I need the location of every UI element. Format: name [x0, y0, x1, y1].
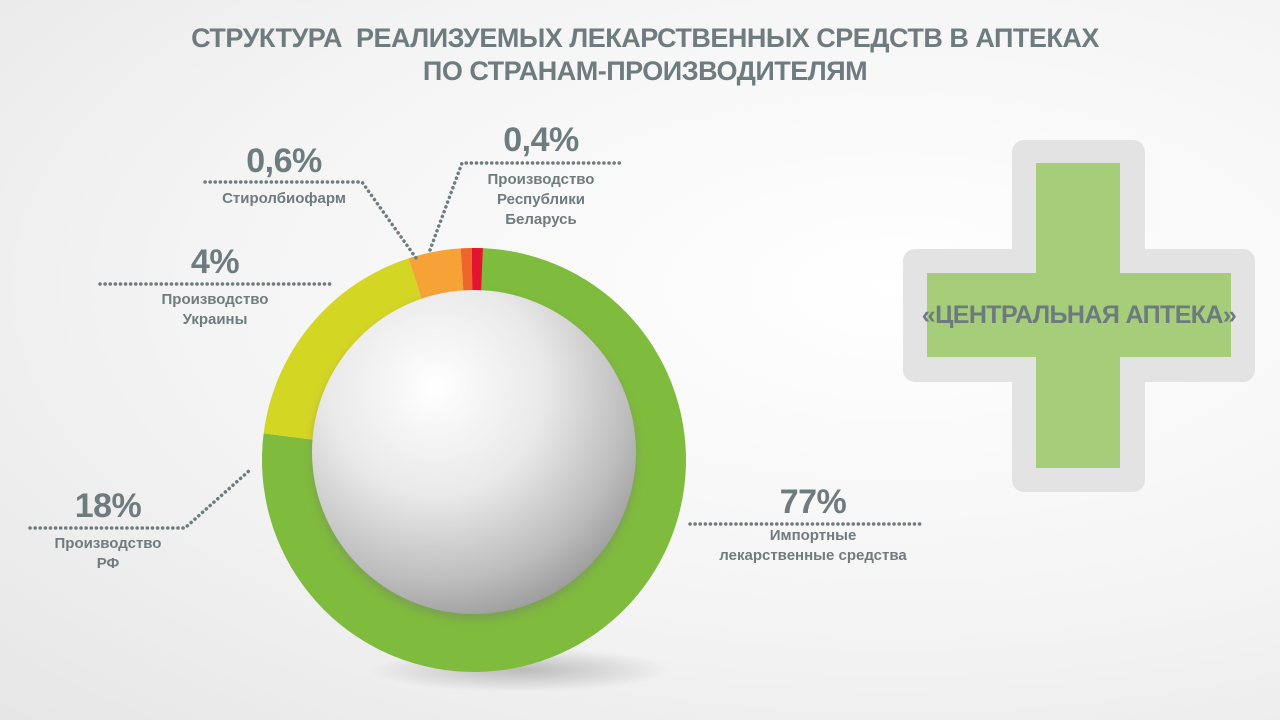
label-stirol: 0,6% Стиролбиофарм: [200, 143, 368, 209]
value-label-ukraine: 4%: [190, 243, 240, 281]
leader-stirol: [203, 180, 418, 260]
leader-belarus: [428, 161, 622, 252]
caption-import-line-2: лекарственные средства: [719, 547, 907, 564]
caption-ukraine-line-1: Производство: [161, 291, 269, 308]
label-ukraine: 4% Производство Украины: [110, 244, 320, 330]
caption-stirol-line-1: Стиролбиофарм: [222, 190, 346, 207]
label-belarus: 0,4% Производство Республики Беларусь: [460, 122, 622, 230]
caption-belarus-line-1: Производство: [487, 171, 595, 188]
donut-center-sphere: [312, 290, 636, 614]
chart-title: СТРУКТУРА РЕАЛИЗУЕМЫХ ЛЕКАРСТВЕННЫХ СРЕД…: [0, 22, 1280, 88]
caption-belarus-line-3: Беларусь: [505, 211, 577, 228]
value-label-import: 77%: [779, 483, 847, 521]
chart-title-line-2: ПО СТРАНАМ-ПРОИЗВОДИТЕЛЯМ: [422, 56, 868, 86]
label-import: 77% Импортные лекарственные средства: [696, 484, 930, 566]
caption-belarus-line-2: Республики: [497, 191, 585, 208]
caption-ukraine-line-2: Украины: [182, 311, 248, 328]
slice-rf: [263, 258, 428, 442]
chart-title-line-1: СТРУКТУРА РЕАЛИЗУЕМЫХ ЛЕКАРСТВЕННЫХ СРЕД…: [191, 23, 1099, 53]
value-label-belarus: 0,4%: [503, 121, 579, 159]
value-label-rf: 18%: [74, 487, 142, 525]
caption-rf-line-1: Производство: [54, 535, 162, 552]
label-rf: 18% Производство РФ: [30, 488, 186, 574]
value-label-stirol: 0,6%: [246, 142, 322, 180]
caption-rf-line-2: РФ: [96, 555, 120, 572]
leader-rf: [28, 468, 252, 530]
caption-import-line-1: Импортные: [769, 527, 857, 544]
